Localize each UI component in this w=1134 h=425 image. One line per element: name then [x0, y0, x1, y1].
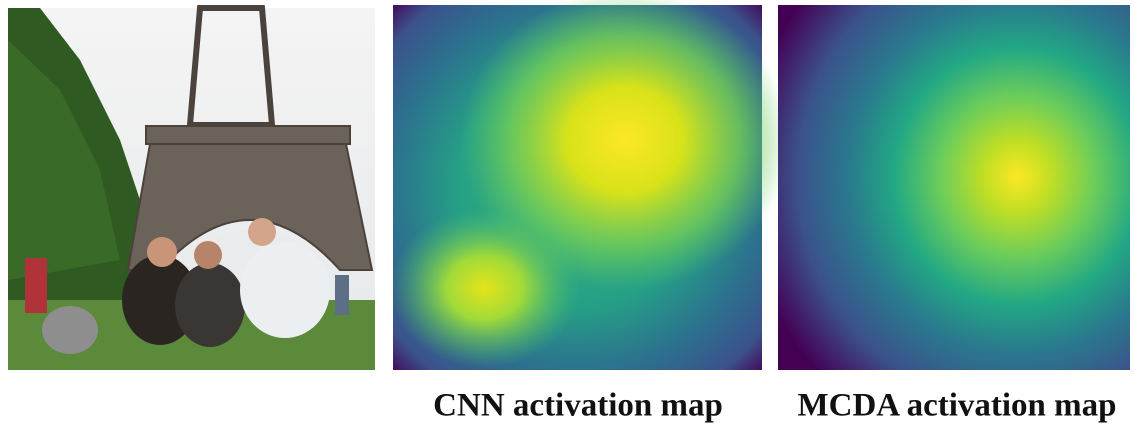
- cnn-heatmap: [390, 0, 790, 370]
- mcda-heatmap: [778, 5, 1130, 370]
- photo: [8, 8, 375, 370]
- caption: MCDA activation map: [798, 388, 1117, 424]
- caption: CNN activation map: [433, 388, 723, 424]
- page: CNN activation map MCDA activation map (…: [0, 0, 1134, 425]
- figure: CNN activation map MCDA activation map: [0, 0, 1134, 425]
